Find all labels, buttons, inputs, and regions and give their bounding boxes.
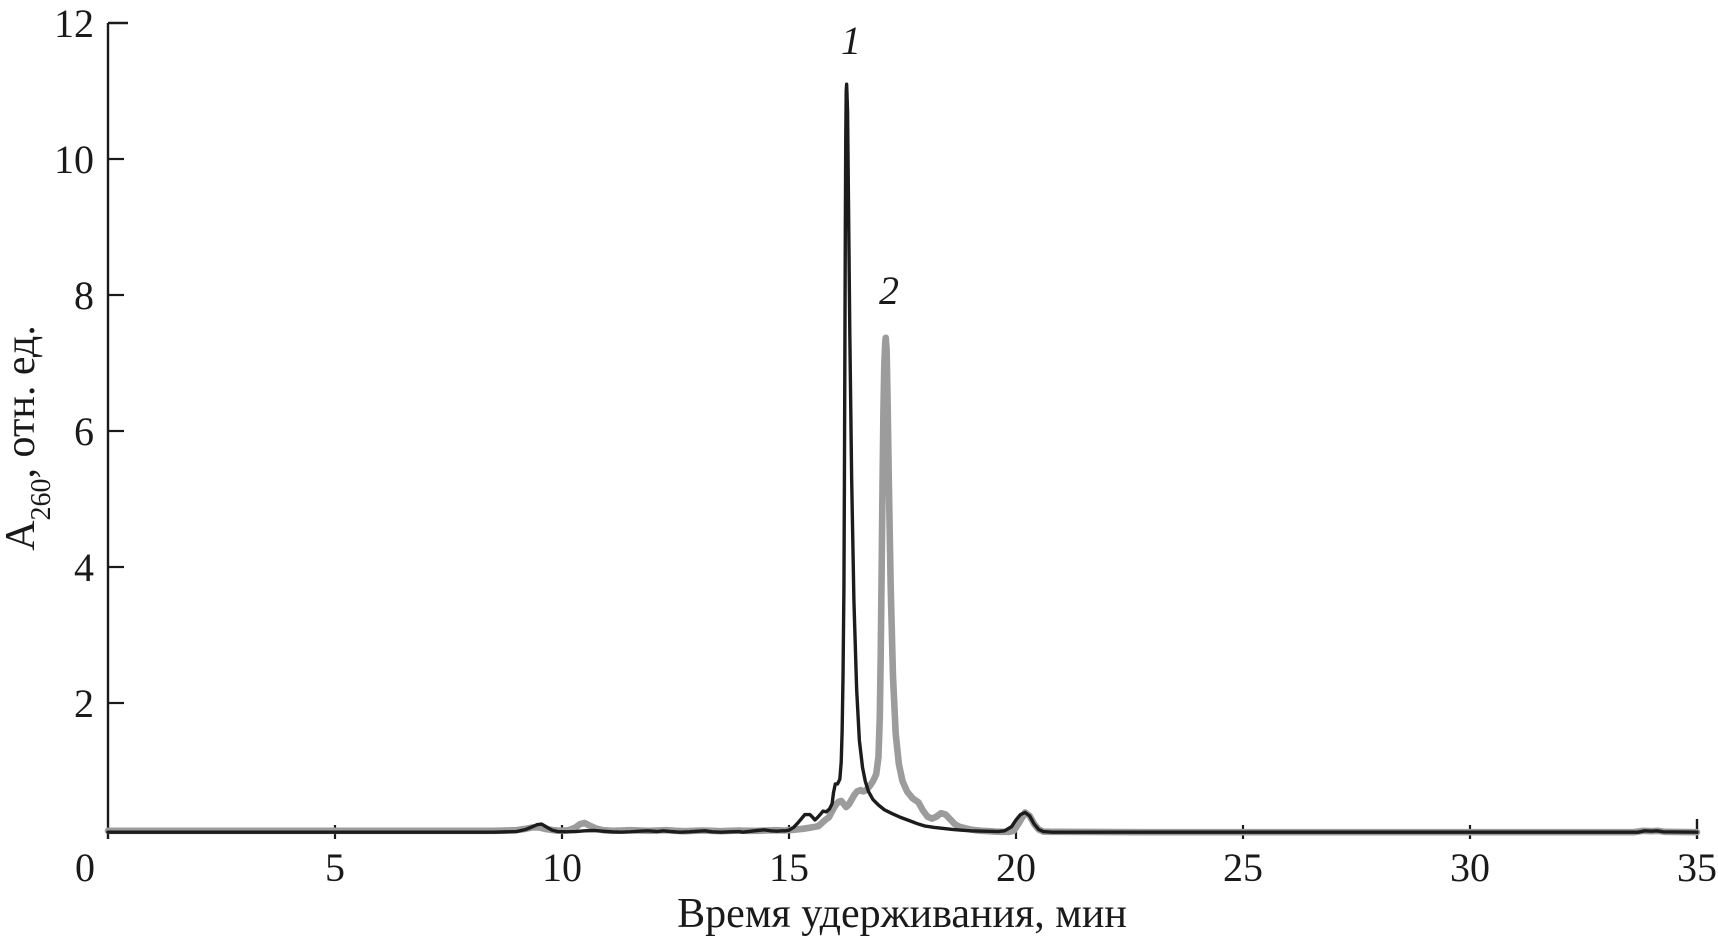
svg-text:Время удерживания, мин: Время удерживания, мин	[677, 891, 1127, 937]
svg-text:12: 12	[54, 1, 94, 46]
svg-text:35: 35	[1677, 845, 1717, 890]
svg-text:4: 4	[74, 545, 94, 590]
svg-text:10: 10	[542, 845, 582, 890]
svg-text:5: 5	[325, 845, 345, 890]
svg-text:20: 20	[996, 845, 1036, 890]
svg-text:10: 10	[54, 137, 94, 182]
svg-text:1: 1	[841, 18, 861, 63]
svg-text:6: 6	[74, 409, 94, 454]
svg-text:2: 2	[879, 268, 899, 313]
svg-text:A260, отн. ед.: A260, отн. ед.	[0, 325, 57, 551]
svg-text:0: 0	[75, 845, 95, 890]
svg-text:25: 25	[1223, 845, 1263, 890]
svg-text:30: 30	[1450, 845, 1490, 890]
svg-text:2: 2	[74, 681, 94, 726]
svg-text:8: 8	[74, 273, 94, 318]
svg-text:15: 15	[769, 845, 809, 890]
